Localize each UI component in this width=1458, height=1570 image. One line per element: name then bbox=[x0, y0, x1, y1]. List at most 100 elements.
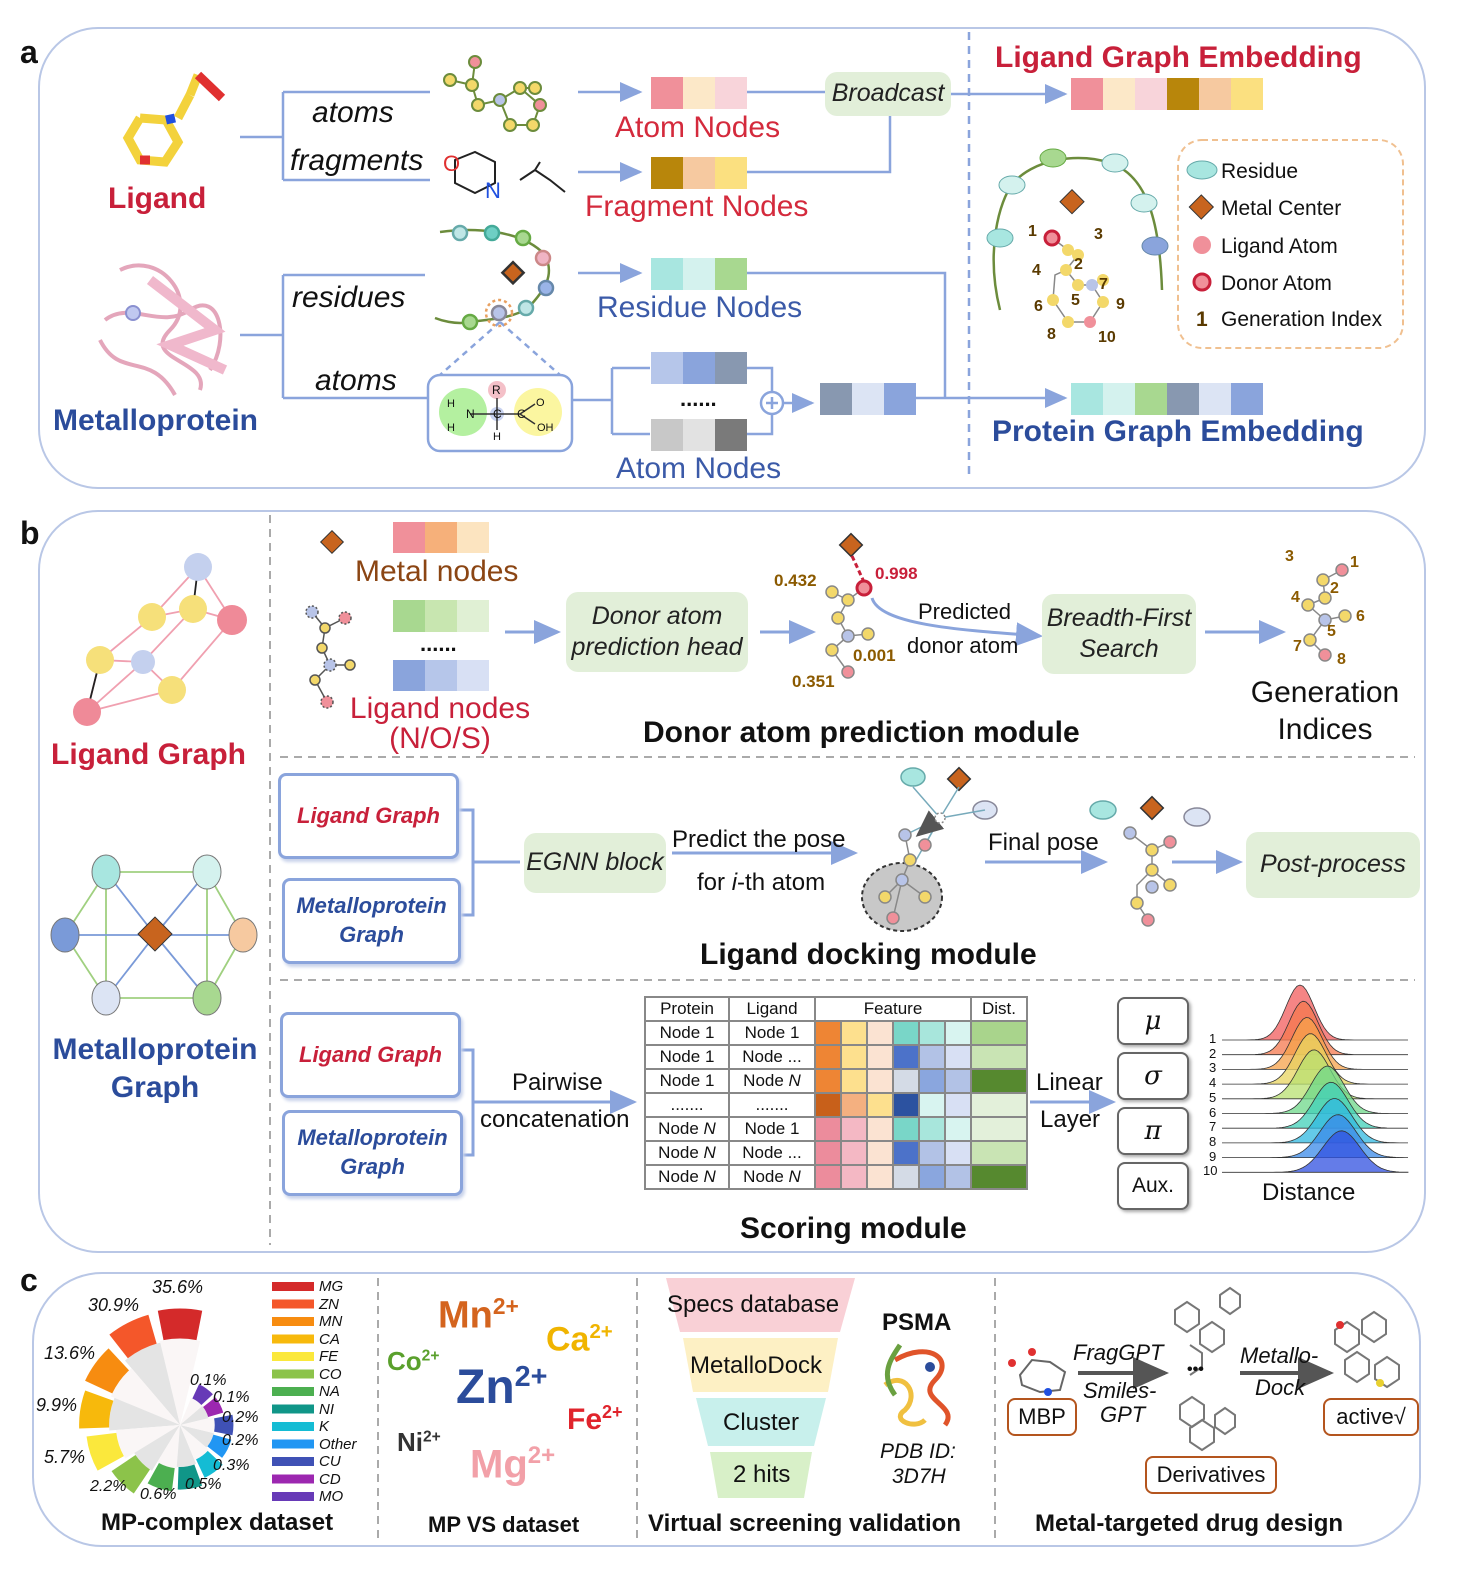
bfs-label-2: Search bbox=[1079, 635, 1159, 663]
feature-cell bbox=[866, 1020, 894, 1046]
atom-node-blocks bbox=[651, 77, 1263, 451]
metallodock-label-2: Dock bbox=[1255, 1375, 1306, 1400]
feature-cell bbox=[918, 1140, 946, 1166]
sigma-output: σ bbox=[1117, 1052, 1189, 1100]
amino-h: H bbox=[447, 398, 455, 410]
oxygen-symbol: O bbox=[443, 151, 461, 176]
bfs-result-molecule-icon bbox=[1301, 563, 1352, 662]
rose-background-sector bbox=[159, 1338, 201, 1425]
ion-charge: 2+ bbox=[514, 1361, 548, 1393]
funnel-hits: 2 hits bbox=[733, 1461, 791, 1488]
donor-module-title: Donor atom prediction module bbox=[643, 716, 1080, 749]
distance-cell bbox=[970, 1116, 1028, 1142]
fragments-molecule-icon bbox=[454, 150, 566, 195]
rose-background-sector bbox=[110, 1368, 180, 1425]
amino-r: R bbox=[492, 383, 501, 397]
feature-cell bbox=[892, 1092, 920, 1118]
feature-cell bbox=[944, 1140, 972, 1166]
rose-value-label: 0.5% bbox=[185, 1476, 222, 1493]
predict-pose-label: Predict the pose bbox=[672, 826, 846, 853]
drug-design-title: Metal-targeted drug design bbox=[1035, 1510, 1344, 1537]
donor-score: 0.432 bbox=[774, 571, 817, 590]
funnel-cluster: Cluster bbox=[723, 1409, 800, 1436]
ligand-nodes-sublabel: (N/O/S) bbox=[389, 722, 491, 755]
legend-donor-atom: Donor Atom bbox=[1221, 272, 1332, 295]
post-process-box: Post-process bbox=[1246, 832, 1420, 898]
protein-cell: Node 1 bbox=[644, 1044, 730, 1070]
residues-chain-icon bbox=[434, 224, 555, 331]
feature-cell bbox=[892, 1164, 920, 1190]
linear-label: Linear bbox=[1036, 1069, 1103, 1096]
amino-oh: OH bbox=[537, 422, 554, 434]
gen-index: 10 bbox=[1098, 329, 1116, 346]
ligand-cell: Node 1 bbox=[728, 1116, 816, 1142]
rose-value-label: 35.6% bbox=[152, 1277, 204, 1297]
density-curve-6 bbox=[1222, 1065, 1408, 1114]
gen-index: 5 bbox=[1071, 292, 1080, 309]
aux-output: Aux. bbox=[1117, 1162, 1189, 1210]
protein-cell: Node N bbox=[644, 1116, 730, 1142]
legend-box bbox=[1177, 139, 1404, 349]
ion-zn: Zn2+ bbox=[456, 1363, 547, 1412]
post-process-label: Post-process bbox=[1260, 850, 1406, 879]
feature-cell bbox=[944, 1092, 972, 1118]
feature-cell bbox=[840, 1140, 868, 1166]
ion-symbol: Mn bbox=[438, 1294, 493, 1337]
mp-vs-title: MP VS dataset bbox=[428, 1512, 580, 1537]
ligand-title: Ligand bbox=[108, 182, 207, 215]
rose-background-sector bbox=[180, 1406, 209, 1425]
ion-charge: 2+ bbox=[589, 1321, 613, 1343]
feature-cell bbox=[866, 1116, 894, 1142]
derivatives-box: Derivatives bbox=[1145, 1456, 1277, 1494]
broadcast-label: Broadcast bbox=[831, 79, 945, 108]
ion-ca: Ca2+ bbox=[546, 1320, 613, 1359]
rose-background-sector bbox=[180, 1397, 203, 1425]
feature-cell bbox=[840, 1068, 868, 1094]
legend-label: CD bbox=[319, 1470, 341, 1488]
pi-output: π bbox=[1117, 1107, 1189, 1155]
ridge-tick-label: 4 bbox=[1209, 1075, 1217, 1091]
docking-ligand-graph-box: Ligand Graph bbox=[278, 773, 459, 859]
distance-axis-label: Distance bbox=[1262, 1179, 1356, 1206]
rose-value-label: 0.2% bbox=[222, 1409, 259, 1426]
legend-index-symbol: 1 bbox=[1196, 308, 1208, 331]
table-row: Node 1 Node ... bbox=[644, 1044, 1028, 1070]
legend-swatch bbox=[272, 1474, 314, 1484]
ridge-tick-label: 7 bbox=[1209, 1119, 1217, 1135]
smilesgpt-label: Smiles- bbox=[1083, 1378, 1157, 1403]
docking-module-title: Ligand docking module bbox=[700, 938, 1037, 971]
feature-cell bbox=[944, 1116, 972, 1142]
legend-swatch bbox=[272, 1439, 314, 1449]
protein-atom-nodes-label: Atom Nodes bbox=[616, 452, 782, 485]
metal-center-legend-icon bbox=[1188, 194, 1215, 220]
feature-cell bbox=[944, 1068, 972, 1094]
rose-background-sector bbox=[176, 1425, 197, 1467]
rose-background-sector bbox=[180, 1425, 209, 1461]
donor-score: 0.001 bbox=[853, 646, 896, 665]
pairwise-label: Pairwise bbox=[512, 1069, 603, 1096]
legend-label: FE bbox=[319, 1348, 339, 1365]
smilesgpt-label-2: GPT bbox=[1100, 1402, 1146, 1427]
docking-pose-molecule-icon bbox=[861, 766, 998, 932]
residues-label: residues bbox=[292, 281, 406, 314]
distance-cell bbox=[970, 1020, 1028, 1046]
ridge-tick-label: 9 bbox=[1209, 1148, 1217, 1164]
feature-cell bbox=[918, 1116, 946, 1142]
distance-cell bbox=[970, 1140, 1028, 1166]
legend-generation-index: Generation Index bbox=[1221, 308, 1383, 331]
feature-cell bbox=[840, 1116, 868, 1142]
distance-cell bbox=[970, 1068, 1028, 1094]
panel-b-label: b bbox=[20, 515, 40, 551]
rose-background-sector bbox=[124, 1342, 180, 1425]
legend-swatch bbox=[272, 1492, 314, 1501]
density-curve-9 bbox=[1222, 1114, 1408, 1158]
feature-cell bbox=[840, 1092, 868, 1118]
protein-cell: Node 1 bbox=[644, 1020, 730, 1046]
layer-label: Layer bbox=[1040, 1106, 1101, 1133]
ion-symbol: Ca bbox=[546, 1320, 590, 1359]
rose-value-label: 13.6% bbox=[44, 1343, 96, 1363]
legend-label: MG bbox=[319, 1278, 344, 1295]
amino-h: H bbox=[493, 431, 501, 443]
ligand-molecule-icon bbox=[122, 71, 226, 167]
ligand-cell: ....... bbox=[728, 1092, 816, 1118]
